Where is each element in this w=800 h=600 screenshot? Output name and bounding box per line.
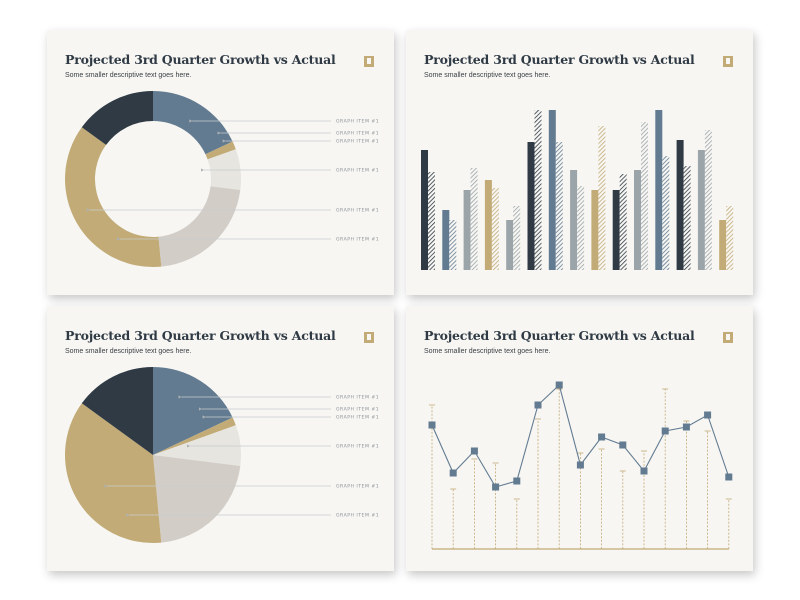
callout-label: GRAPH ITEM #1	[336, 131, 379, 137]
bar-chart-card: Projected 3rd Quarter Growth vs Actual S…	[406, 30, 753, 295]
bar-projected	[612, 190, 620, 270]
bar-projected	[634, 170, 641, 270]
bar-actual	[449, 220, 457, 270]
callout-label: GRAPH ITEM #1	[336, 237, 379, 243]
card-title: Projected 3rd Quarter Growth vs Actual	[424, 328, 695, 343]
bar-projected	[463, 190, 471, 270]
bar-actual	[470, 168, 478, 270]
bar-projected	[676, 140, 684, 270]
bar-projected	[421, 150, 428, 270]
pie-slice	[153, 455, 241, 543]
series-marker	[598, 433, 606, 441]
pie-slice	[153, 417, 236, 455]
card-title: Projected 3rd Quarter Growth vs Actual	[65, 52, 336, 67]
callout-label: GRAPH ITEM #1	[336, 395, 379, 401]
bar-projected	[719, 220, 727, 270]
bookmark-icon	[723, 56, 733, 67]
bar-actual	[683, 166, 691, 270]
bar-projected	[570, 170, 578, 270]
bar-actual	[555, 142, 563, 270]
callout-label: GRAPH ITEM #1	[336, 407, 379, 413]
pie-slice	[153, 91, 233, 155]
bar-actual	[428, 172, 435, 270]
bar-actual	[598, 126, 606, 270]
pie-slice	[205, 141, 236, 160]
bookmark-icon	[723, 332, 733, 343]
donut-chart-card: Projected 3rd Quarter Growth vs Actual S…	[47, 30, 394, 295]
line-chart	[428, 381, 733, 550]
bar-projected	[548, 110, 556, 270]
card-subtitle: Some smaller descriptive text goes here.	[424, 72, 551, 79]
bookmark-icon	[364, 56, 374, 67]
series-marker	[725, 473, 733, 481]
bar-projected	[527, 142, 535, 270]
series-marker	[555, 381, 563, 389]
series-marker	[619, 441, 627, 449]
pie-chart-card: Projected 3rd Quarter Growth vs Actual S…	[47, 306, 394, 571]
callout-label: GRAPH ITEM #1	[336, 444, 379, 450]
bar-projected	[591, 190, 599, 270]
bar-actual	[704, 130, 712, 270]
series-marker	[492, 483, 500, 491]
series-marker	[470, 447, 478, 455]
callout-label: GRAPH ITEM #1	[336, 168, 379, 174]
callout-label: GRAPH ITEM #1	[336, 513, 379, 519]
bar-projected	[442, 210, 450, 270]
bar-actual	[641, 122, 648, 270]
series-marker	[513, 477, 521, 485]
callout-label: GRAPH ITEM #1	[336, 415, 379, 421]
series-marker	[704, 411, 712, 419]
bookmark-icon	[364, 332, 374, 343]
bar-chart	[421, 110, 734, 270]
pie-slice	[64, 127, 162, 268]
bar-actual	[577, 186, 585, 270]
pie-slice	[153, 367, 233, 455]
callout-label: GRAPH ITEM #1	[336, 139, 379, 145]
bar-actual	[513, 206, 521, 270]
bar-projected	[697, 150, 705, 270]
card-title: Projected 3rd Quarter Growth vs Actual	[65, 328, 336, 343]
line-chart-card: Projected 3rd Quarter Growth vs Actual S…	[406, 306, 753, 571]
card-subtitle: Some smaller descriptive text goes here.	[65, 72, 192, 79]
bar-actual	[491, 188, 499, 270]
bar-projected	[506, 220, 514, 270]
series-marker	[661, 427, 669, 435]
bar-projected	[484, 180, 492, 270]
bar-projected	[655, 110, 663, 270]
pie-slice	[158, 186, 241, 267]
pie-chart: GRAPH ITEM #1 GRAPH ITEM #1 GRAPH ITEM #1 G…	[64, 367, 379, 543]
series-marker	[576, 461, 584, 469]
card-subtitle: Some smaller descriptive text goes here.	[424, 348, 551, 355]
series-marker	[534, 401, 542, 409]
callout-label: GRAPH ITEM #1	[336, 484, 379, 490]
pie-slice	[81, 91, 153, 145]
card-title: Projected 3rd Quarter Growth vs Actual	[424, 52, 695, 67]
series-marker	[682, 423, 690, 431]
pie-slice	[64, 403, 162, 543]
callout-label: GRAPH ITEM #1	[336, 119, 379, 125]
bar-actual	[534, 110, 542, 270]
card-subtitle: Some smaller descriptive text goes here.	[65, 348, 192, 355]
series-marker	[428, 421, 436, 429]
series-marker	[449, 469, 457, 477]
donut-chart: GRAPH ITEM #1 GRAPH ITEM #1 GRAPH ITEM #1 G…	[64, 91, 379, 268]
bar-actual	[619, 174, 627, 270]
series-marker	[640, 467, 648, 475]
callout-label: GRAPH ITEM #1	[336, 208, 379, 214]
bar-actual	[662, 156, 670, 270]
pie-slice	[81, 367, 153, 455]
bar-actual	[726, 206, 734, 270]
